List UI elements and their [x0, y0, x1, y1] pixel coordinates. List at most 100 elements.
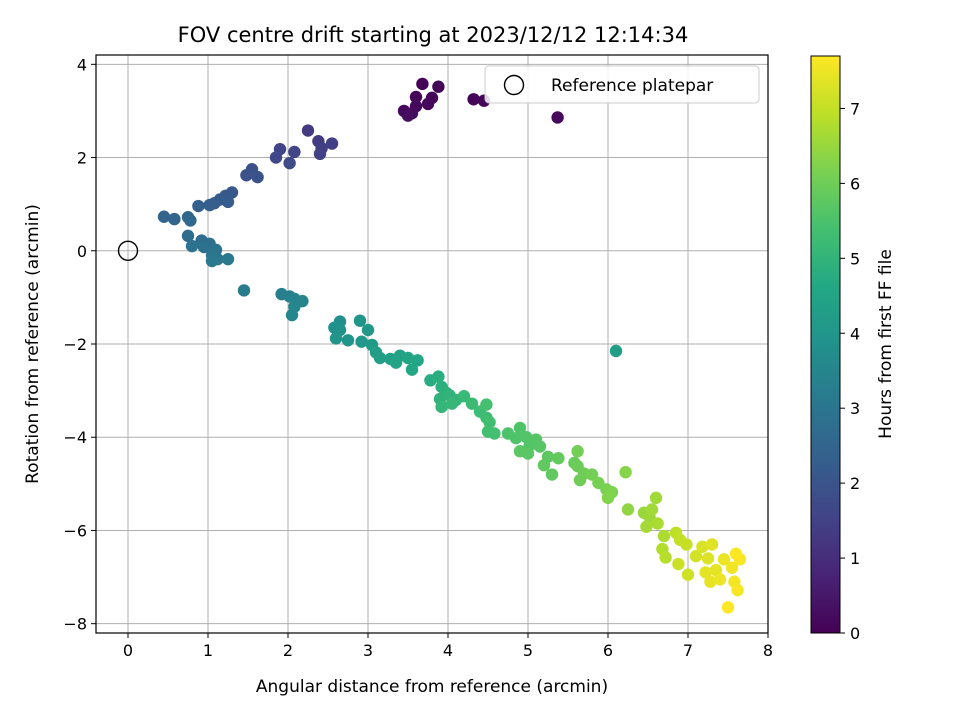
colorbar-tick-label: 1 — [850, 549, 860, 568]
colorbar-tick-label: 2 — [850, 474, 860, 493]
y-ticks: −8 −6 −4 −2 0 2 4 — [63, 55, 96, 634]
data-point — [432, 370, 445, 383]
data-point — [240, 169, 253, 182]
data-point — [513, 445, 527, 458]
data-point — [651, 517, 664, 530]
data-point — [552, 452, 565, 465]
data-point — [373, 351, 387, 365]
colorbar: 0 1 2 3 4 5 6 7 Hours from first FF file — [810, 55, 896, 643]
data-point — [157, 210, 171, 223]
data-point — [509, 431, 523, 445]
y-tick-label: 4 — [77, 55, 87, 74]
data-point — [480, 398, 493, 411]
data-point — [465, 397, 479, 410]
data-point — [467, 93, 480, 106]
x-tick-label: 8 — [763, 641, 773, 660]
data-point — [185, 239, 199, 253]
data-point — [681, 568, 695, 581]
x-tick-label: 3 — [363, 641, 373, 660]
y-tick-label: 2 — [77, 149, 87, 168]
data-point — [421, 97, 435, 111]
data-point — [251, 170, 264, 184]
data-point — [551, 111, 564, 124]
data-point — [269, 151, 283, 164]
data-point — [680, 538, 693, 551]
data-point — [285, 308, 299, 322]
data-point — [729, 547, 743, 560]
colorbar-tick-label: 3 — [850, 399, 860, 418]
data-point — [537, 458, 551, 472]
data-point — [283, 156, 296, 170]
data-point — [237, 284, 251, 297]
data-point — [573, 473, 587, 487]
y-tick-label: −4 — [63, 428, 87, 447]
data-point — [721, 601, 735, 614]
y-axis-label: Rotation from reference (arcmin) — [23, 204, 43, 484]
colorbar-tick-label: 6 — [850, 174, 860, 193]
colorbar-tick-label: 5 — [850, 249, 860, 268]
data-point — [731, 583, 744, 597]
x-ticks: 0 1 2 3 4 5 6 7 8 — [123, 633, 773, 660]
data-point — [181, 229, 195, 243]
data-point — [405, 363, 419, 376]
data-point — [659, 551, 672, 564]
data-point — [640, 520, 653, 533]
colorbar-tick-label: 7 — [850, 99, 860, 118]
data-point — [657, 529, 671, 543]
data-point — [571, 445, 584, 458]
data-point — [435, 400, 448, 414]
data-point — [355, 335, 368, 348]
data-point — [432, 80, 445, 93]
colorbar-label: Hours from first FF file — [876, 249, 896, 439]
data-point — [389, 356, 403, 369]
data-point — [672, 557, 685, 571]
data-point — [184, 214, 197, 227]
data-point — [609, 344, 623, 358]
data-point — [457, 390, 471, 403]
data-point — [409, 90, 423, 104]
x-tick-label: 7 — [683, 641, 693, 660]
data-point — [701, 552, 715, 565]
data-points — [157, 77, 747, 614]
colorbar-gradient — [810, 55, 841, 634]
data-point — [401, 351, 415, 365]
data-point — [168, 212, 181, 226]
data-point — [197, 240, 211, 254]
data-point — [411, 354, 424, 367]
data-point — [585, 468, 599, 481]
y-tick-label: −6 — [63, 521, 87, 540]
y-tick-label: −8 — [63, 615, 87, 634]
data-point — [221, 252, 235, 266]
x-tick-label: 6 — [603, 641, 613, 660]
legend-entry-reference: Reference platepar — [551, 76, 713, 96]
data-point — [203, 198, 216, 212]
y-tick-label: −2 — [63, 335, 87, 354]
data-point — [325, 137, 339, 150]
data-point — [699, 566, 712, 579]
colorbar-tick-label: 4 — [850, 324, 860, 343]
data-point — [288, 145, 301, 159]
data-point — [301, 124, 315, 137]
data-point — [488, 427, 501, 440]
data-point — [601, 491, 615, 505]
data-point — [221, 195, 235, 209]
data-point — [713, 573, 727, 586]
grid — [96, 55, 769, 633]
data-point — [401, 109, 415, 122]
data-point — [445, 397, 459, 410]
colorbar-ticks: 0 1 2 3 4 5 6 7 — [840, 99, 860, 643]
data-point — [361, 323, 375, 337]
data-point — [725, 561, 739, 574]
data-point — [696, 540, 709, 553]
chart-title: FOV centre drift starting at 2023/12/12 … — [178, 23, 689, 47]
data-point — [717, 553, 731, 566]
colorbar-tick-label: 0 — [850, 624, 860, 643]
data-point — [313, 147, 327, 161]
data-point — [689, 549, 703, 563]
data-point — [416, 77, 429, 91]
data-point — [513, 421, 527, 435]
x-tick-label: 2 — [283, 641, 293, 660]
x-tick-label: 1 — [203, 641, 213, 660]
legend-box — [484, 65, 760, 104]
data-point — [205, 254, 219, 268]
